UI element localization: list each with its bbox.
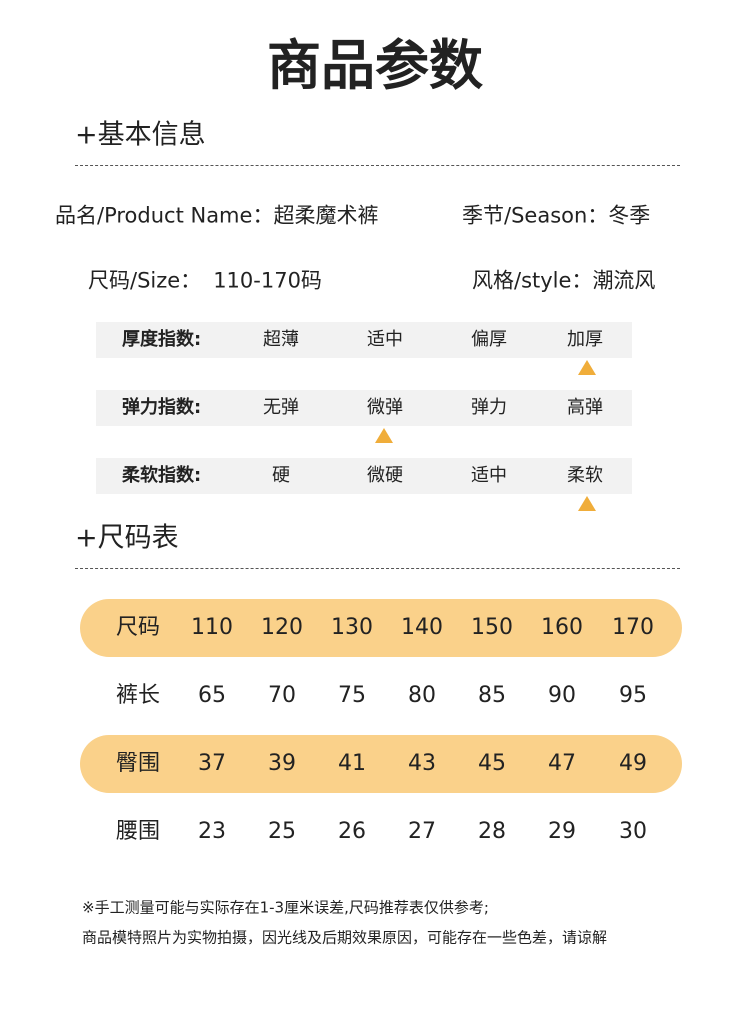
cell: 80 [408, 683, 436, 708]
info-field: 季节/Season：冬季 [462, 203, 651, 228]
cell: 47 [548, 751, 576, 776]
index-row-bg [96, 322, 632, 358]
cell: 45 [478, 751, 506, 776]
note: 商品模特照片为实物拍摄，因光线及后期效果原因，可能存在一些色差，请谅解 [82, 928, 608, 947]
field-value: 潮流风 [592, 268, 656, 293]
info-field: 风格/style：潮流风 [472, 268, 656, 293]
cell: 170 [612, 615, 654, 640]
field-label: 尺码/Size： [88, 268, 202, 293]
index-option: 柔软 [567, 465, 603, 486]
field-label: 季节/Season： [462, 203, 609, 228]
section-heading: +尺码表 [75, 522, 179, 554]
field-label: 品名/Product Name： [55, 203, 274, 228]
cell: 37 [198, 751, 226, 776]
indicator [578, 360, 596, 375]
index-option: 硬 [272, 465, 290, 486]
cell: 65 [198, 683, 226, 708]
cell: 23 [198, 819, 226, 844]
index-row-bg [96, 390, 632, 426]
cell: 95 [619, 683, 647, 708]
cell: 150 [471, 615, 513, 640]
cell: 49 [619, 751, 647, 776]
index-label: 柔软指数: [122, 465, 202, 486]
field-label: 风格/style： [472, 268, 593, 293]
indicator [375, 428, 393, 443]
section-heading: +基本信息 [75, 119, 206, 151]
index-option: 偏厚 [471, 329, 507, 350]
info-field: 尺码/Size： 110-170码 [88, 268, 322, 293]
cell: 85 [478, 683, 506, 708]
cell: 90 [548, 683, 576, 708]
row-highlight [80, 735, 682, 793]
cell: 160 [541, 615, 583, 640]
index-row-bg [96, 458, 632, 494]
row-label: 尺码 [115, 615, 161, 640]
row-label: 裤长 [115, 683, 161, 708]
index-option: 高弹 [567, 397, 603, 418]
cell: 25 [268, 819, 296, 844]
cell: 26 [338, 819, 366, 844]
index-option: 无弹 [263, 397, 299, 418]
field-value: 冬季 [608, 203, 651, 228]
field-value: 110-170码 [213, 268, 322, 293]
cell: 75 [338, 683, 366, 708]
info-field: 品名/Product Name：超柔魔术裤 [55, 203, 379, 228]
cell: 130 [331, 615, 373, 640]
row-highlight [80, 599, 682, 657]
index-option: 弹力 [471, 397, 507, 418]
row-label: 腰围 [115, 819, 161, 844]
index-label: 厚度指数: [122, 329, 202, 350]
cell: 140 [401, 615, 443, 640]
indicator [578, 496, 596, 511]
index-option: 超薄 [263, 329, 299, 350]
index-label: 弹力指数: [122, 397, 202, 418]
index-option: 适中 [471, 465, 507, 486]
title: 商品参数 [267, 34, 483, 97]
cell: 43 [408, 751, 436, 776]
index-option: 微弹 [367, 397, 403, 418]
cell: 29 [548, 819, 576, 844]
divider [75, 568, 680, 569]
cell: 70 [268, 683, 296, 708]
cell: 27 [408, 819, 436, 844]
index-option: 适中 [367, 329, 403, 350]
cell: 30 [619, 819, 647, 844]
cell: 28 [478, 819, 506, 844]
field-value: 超柔魔术裤 [273, 203, 379, 228]
row-label: 臀围 [115, 751, 161, 776]
cell: 120 [261, 615, 303, 640]
index-option: 加厚 [567, 329, 603, 350]
cell: 110 [191, 615, 233, 640]
index-option: 微硬 [367, 465, 403, 486]
cell: 41 [338, 751, 366, 776]
divider [75, 165, 680, 166]
cell: 39 [268, 751, 296, 776]
note: ※手工测量可能与实际存在1-3厘米误差,尺码推荐表仅供参考; [82, 898, 489, 917]
